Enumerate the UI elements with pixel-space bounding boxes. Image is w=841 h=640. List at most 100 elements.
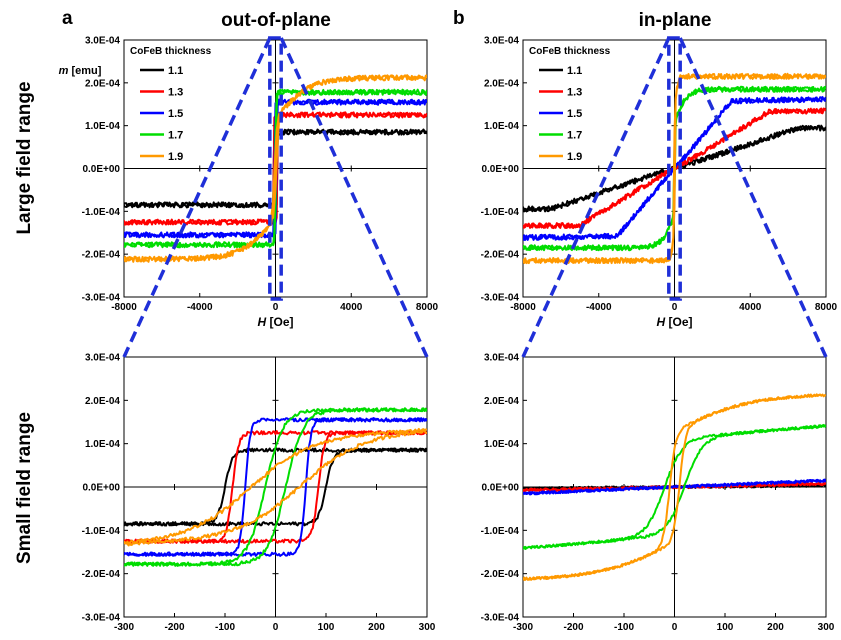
zoom-box bbox=[667, 36, 682, 301]
x-tick-label: 8000 bbox=[815, 302, 838, 313]
legend-label-1.1: 1.1 bbox=[567, 65, 582, 77]
legend-label-1.3: 1.3 bbox=[567, 87, 582, 99]
row-label-large: Large field range bbox=[14, 81, 35, 234]
x-tick-label: 300 bbox=[818, 622, 835, 633]
series-line-1.9 bbox=[124, 74, 427, 263]
y-tick-label: -3.0E-04 bbox=[481, 293, 520, 304]
y-tick-label: 3.0E-04 bbox=[85, 36, 120, 47]
y-tick-label: 2.0E-04 bbox=[484, 396, 519, 407]
y-tick-label: -3.0E-04 bbox=[481, 613, 520, 624]
y-tick-label: -2.0E-04 bbox=[481, 569, 520, 580]
x-tick-label: 100 bbox=[318, 622, 335, 633]
x-tick-label: 4000 bbox=[739, 302, 762, 313]
series-line-1.1 bbox=[124, 447, 427, 527]
series-line-1.7 bbox=[124, 407, 427, 567]
y-axis-label: m [emu] bbox=[59, 65, 102, 77]
series-group bbox=[523, 393, 826, 581]
y-tick-label: 0.0E+00 bbox=[481, 483, 519, 494]
series-line-1.5 bbox=[523, 96, 826, 241]
row-label-small: Small field range bbox=[14, 412, 35, 564]
y-tick-label: 3.0E-04 bbox=[484, 353, 519, 364]
legend-title: CoFeB thickness bbox=[130, 46, 212, 57]
panel-title-out-of-plane: out-of-plane bbox=[221, 10, 331, 31]
zoom-connector-left bbox=[521, 37, 671, 358]
zoom-lines bbox=[122, 36, 828, 358]
x-tick-label: -200 bbox=[563, 622, 583, 633]
legend-label-1.9: 1.9 bbox=[168, 151, 183, 163]
y-tick-label: 2.0E-04 bbox=[85, 396, 120, 407]
series-line-1.7 bbox=[523, 423, 826, 550]
series-line-1.5 bbox=[523, 478, 826, 496]
y-tick-label: 0.0E+00 bbox=[82, 483, 120, 494]
x-tick-label: 0 bbox=[273, 622, 279, 633]
x-tick-label: 8000 bbox=[416, 302, 439, 313]
x-tick-label: 0 bbox=[273, 302, 279, 313]
series-line-1.7 bbox=[124, 88, 427, 249]
x-tick-label: 0 bbox=[672, 302, 678, 313]
y-tick-label: 1.0E-04 bbox=[484, 121, 519, 132]
x-axis-label: H [Oe] bbox=[257, 315, 293, 329]
x-tick-label: -100 bbox=[215, 622, 235, 633]
y-tick-label: 3.0E-04 bbox=[85, 353, 120, 364]
y-tick-label: -3.0E-04 bbox=[82, 613, 121, 624]
panel-a-small-field: -3.0E-04 -2.0E-04 -1.0E-04 0.0E+00 1.0E-04 2.… bbox=[82, 353, 436, 634]
x-tick-label: -4000 bbox=[586, 302, 612, 313]
y-tick-label: 2.0E-04 bbox=[85, 78, 120, 89]
legend-label-1.1: 1.1 bbox=[168, 65, 183, 77]
panel-title-in-plane: in-plane bbox=[639, 10, 712, 31]
y-tick-label: -2.0E-04 bbox=[82, 569, 121, 580]
y-tick-label: 1.0E-04 bbox=[85, 121, 120, 132]
zoom-box bbox=[268, 36, 283, 301]
legend-label-1.5: 1.5 bbox=[567, 108, 582, 120]
series-line-1.7 bbox=[523, 85, 826, 252]
y-tick-label: 0.0E+00 bbox=[82, 164, 120, 175]
zoom-connector-right bbox=[279, 37, 429, 358]
legend-label-1.7: 1.7 bbox=[567, 130, 582, 142]
legend-label-1.7: 1.7 bbox=[168, 130, 183, 142]
zoom-connector-right bbox=[678, 37, 828, 358]
panel-label-a: a bbox=[62, 8, 73, 29]
panel-b-small-field: -3.0E-04 -2.0E-04 -1.0E-04 0.0E+00 1.0E-04 2.… bbox=[481, 353, 835, 634]
y-tick-label: -3.0E-04 bbox=[82, 293, 121, 304]
zoom-connector-left bbox=[122, 37, 272, 358]
series-group bbox=[124, 407, 427, 567]
y-tick-label: 0.0E+00 bbox=[481, 164, 519, 175]
x-tick-label: 300 bbox=[419, 622, 436, 633]
x-axis-label: H [Oe] bbox=[656, 315, 692, 329]
panel-b-large-field: -3.0E-04 -2.0E-04 -1.0E-04 0.0E+00 1.0E-04 2.… bbox=[481, 36, 838, 330]
x-tick-label: 4000 bbox=[340, 302, 363, 313]
legend-label-1.5: 1.5 bbox=[168, 108, 183, 120]
series-line-1.9 bbox=[124, 427, 427, 547]
legend-title: CoFeB thickness bbox=[529, 46, 611, 57]
x-tick-label: 0 bbox=[672, 622, 678, 633]
series-line-1.9 bbox=[523, 393, 826, 581]
y-tick-label: -2.0E-04 bbox=[82, 250, 121, 261]
y-tick-label: 2.0E-04 bbox=[484, 78, 519, 89]
x-tick-label: -300 bbox=[513, 622, 533, 633]
y-tick-label: -1.0E-04 bbox=[481, 526, 520, 537]
panel-label-b: b bbox=[453, 8, 465, 29]
x-tick-label: -100 bbox=[614, 622, 634, 633]
y-tick-label: 1.0E-04 bbox=[484, 439, 519, 450]
panel-a-large-field: -3.0E-04 -2.0E-04 -1.0E-04 0.0E+00 1.0E-04 2.… bbox=[59, 36, 439, 330]
x-tick-label: 200 bbox=[767, 622, 784, 633]
series-line-1.1 bbox=[523, 124, 826, 213]
x-tick-label: -300 bbox=[114, 622, 134, 633]
y-tick-label: 1.0E-04 bbox=[85, 439, 120, 450]
series-line-1.5 bbox=[124, 417, 427, 557]
y-tick-label: -1.0E-04 bbox=[82, 526, 121, 537]
x-tick-label: -8000 bbox=[111, 302, 137, 313]
x-tick-label: -200 bbox=[164, 622, 184, 633]
x-tick-label: 200 bbox=[368, 622, 385, 633]
y-tick-label: -2.0E-04 bbox=[481, 250, 520, 261]
x-tick-label: 100 bbox=[717, 622, 734, 633]
y-tick-label: 3.0E-04 bbox=[484, 36, 519, 47]
series-line-1.3 bbox=[124, 111, 427, 226]
y-tick-label: -1.0E-04 bbox=[481, 207, 520, 218]
y-tick-label: -1.0E-04 bbox=[82, 207, 121, 218]
x-tick-label: -4000 bbox=[187, 302, 213, 313]
series-line-1.5 bbox=[124, 98, 427, 239]
legend-label-1.3: 1.3 bbox=[168, 87, 183, 99]
x-tick-label: -8000 bbox=[510, 302, 536, 313]
